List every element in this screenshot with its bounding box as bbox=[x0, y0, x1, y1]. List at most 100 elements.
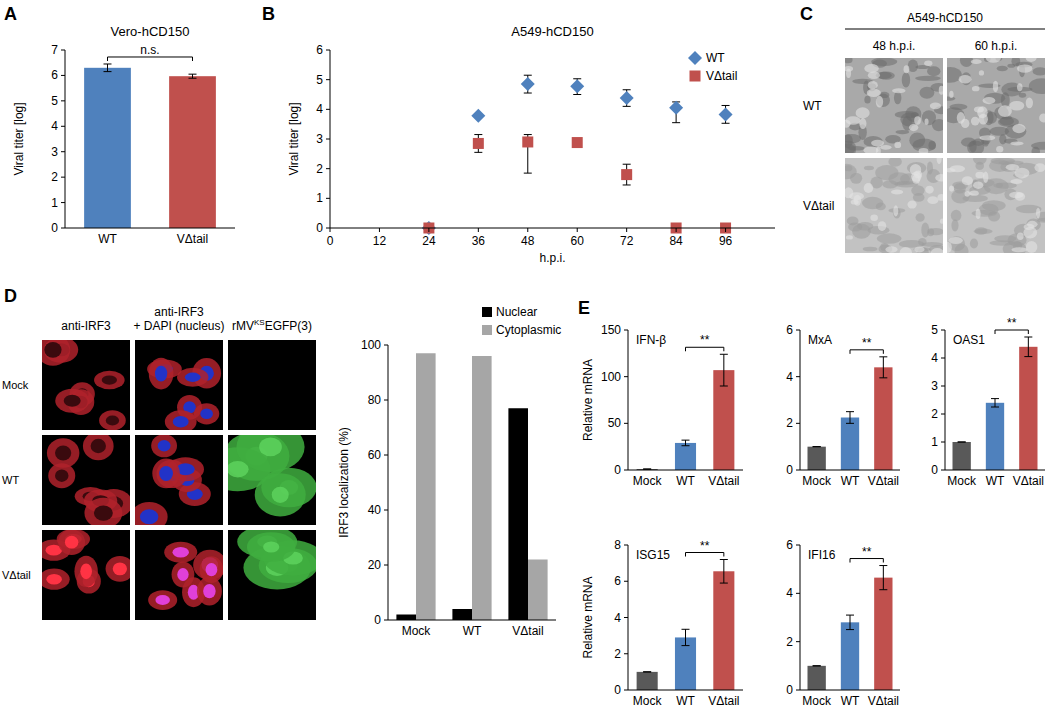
image-texture bbox=[949, 186, 954, 192]
marker bbox=[669, 101, 683, 115]
image-cell bbox=[259, 438, 282, 457]
row-label: Mock bbox=[2, 379, 29, 391]
y-tick-label: 2 bbox=[786, 635, 793, 649]
image-nucleus bbox=[46, 574, 62, 585]
image-texture bbox=[1026, 97, 1033, 108]
x-tick-label: 84 bbox=[669, 234, 683, 248]
image-texture bbox=[1012, 124, 1025, 133]
image-texture bbox=[971, 59, 982, 64]
image-texture bbox=[1001, 83, 1022, 97]
image-texture bbox=[1017, 83, 1023, 91]
image-nucleus bbox=[64, 395, 81, 407]
marker bbox=[521, 77, 535, 91]
image-nucleus bbox=[159, 466, 173, 481]
category-label: Mock bbox=[802, 694, 832, 708]
y-axis-label: Relative mRNA bbox=[581, 359, 595, 441]
chart-title: OAS1 bbox=[953, 333, 985, 347]
bar bbox=[808, 666, 826, 690]
panel-letter: A bbox=[4, 4, 17, 24]
x-tick-label: 36 bbox=[472, 234, 486, 248]
y-tick bbox=[61, 50, 65, 51]
y-tick bbox=[61, 100, 65, 101]
image-cell bbox=[236, 435, 304, 472]
category-label: WT bbox=[463, 624, 482, 638]
y-axis bbox=[65, 50, 66, 228]
image-cell bbox=[151, 435, 177, 457]
x-tick-label: 60 bbox=[571, 234, 585, 248]
image-cell bbox=[149, 358, 174, 390]
label-part: rMV bbox=[232, 319, 254, 333]
image-cell bbox=[148, 590, 177, 610]
image-background bbox=[135, 530, 223, 620]
error-bar bbox=[720, 354, 728, 386]
y-tick-label: 60 bbox=[368, 448, 382, 462]
marker bbox=[522, 136, 533, 147]
image-texture bbox=[930, 103, 941, 110]
bar bbox=[452, 609, 472, 620]
image-nucleus bbox=[155, 595, 170, 605]
image-texture bbox=[951, 210, 962, 221]
image-cell bbox=[172, 561, 195, 587]
x-axis bbox=[628, 690, 743, 691]
x-axis bbox=[330, 228, 775, 229]
image-texture bbox=[848, 223, 862, 232]
figure: 01234567WTVΔtailVero-hCD150Viral titer [… bbox=[0, 0, 1050, 717]
image-cell bbox=[83, 435, 114, 460]
image-texture bbox=[970, 238, 978, 248]
image-cell bbox=[42, 340, 70, 366]
y-tick bbox=[624, 423, 628, 424]
image-cell bbox=[135, 502, 168, 525]
x-tick-label: 12 bbox=[373, 234, 387, 248]
y-axis bbox=[800, 330, 801, 470]
image-cell bbox=[272, 487, 289, 503]
x-tick bbox=[725, 228, 726, 232]
image-nucleus bbox=[94, 505, 113, 520]
category-label: VΔtail bbox=[708, 694, 739, 708]
legend-label: VΔtail bbox=[706, 69, 737, 83]
panel-letter: B bbox=[262, 4, 275, 24]
error-bar bbox=[643, 469, 651, 470]
bar bbox=[841, 622, 859, 690]
y-tick bbox=[384, 620, 388, 621]
image-texture bbox=[1017, 64, 1032, 72]
y-tick bbox=[384, 455, 388, 456]
error-bar bbox=[643, 671, 651, 672]
image-cell bbox=[152, 459, 180, 489]
column-label: anti-IRF3 bbox=[154, 305, 204, 319]
y-tick-label: 6 bbox=[51, 68, 58, 82]
image-texture bbox=[922, 110, 936, 125]
micrograph bbox=[947, 158, 1045, 253]
image-texture bbox=[962, 176, 973, 185]
category-label: WT bbox=[841, 474, 860, 488]
image-nucleus bbox=[102, 375, 117, 384]
image-cell bbox=[84, 498, 122, 525]
y-tick bbox=[624, 470, 628, 471]
y-tick-label: 2 bbox=[614, 647, 621, 661]
plot-area bbox=[396, 353, 547, 620]
y-tick-label: 2 bbox=[51, 170, 58, 184]
x-axis-label: h.p.i. bbox=[539, 251, 565, 265]
image-texture bbox=[900, 247, 912, 253]
y-tick bbox=[941, 414, 945, 415]
image-texture bbox=[954, 183, 966, 193]
image-texture bbox=[845, 134, 861, 143]
x-tick-label: 0 bbox=[327, 234, 334, 248]
micrograph bbox=[135, 530, 223, 620]
image-texture bbox=[845, 165, 852, 171]
plot-area bbox=[808, 566, 893, 690]
image-texture bbox=[947, 242, 952, 253]
image-nucleus bbox=[113, 562, 127, 575]
y-tick-label: 2 bbox=[931, 407, 938, 421]
panel-title: A549-hCD150 bbox=[907, 11, 983, 25]
image-texture bbox=[846, 116, 861, 124]
y-tick-label: 6 bbox=[614, 574, 621, 588]
y-tick-label: 7 bbox=[51, 43, 58, 57]
category-label: Mock bbox=[402, 624, 432, 638]
y-tick-label: 2 bbox=[786, 416, 793, 430]
y-tick-label: 0 bbox=[931, 463, 938, 477]
bar bbox=[808, 447, 826, 470]
y-tick bbox=[384, 565, 388, 566]
image-texture bbox=[921, 222, 929, 237]
image-nucleus bbox=[158, 440, 171, 452]
micrograph bbox=[228, 530, 316, 620]
